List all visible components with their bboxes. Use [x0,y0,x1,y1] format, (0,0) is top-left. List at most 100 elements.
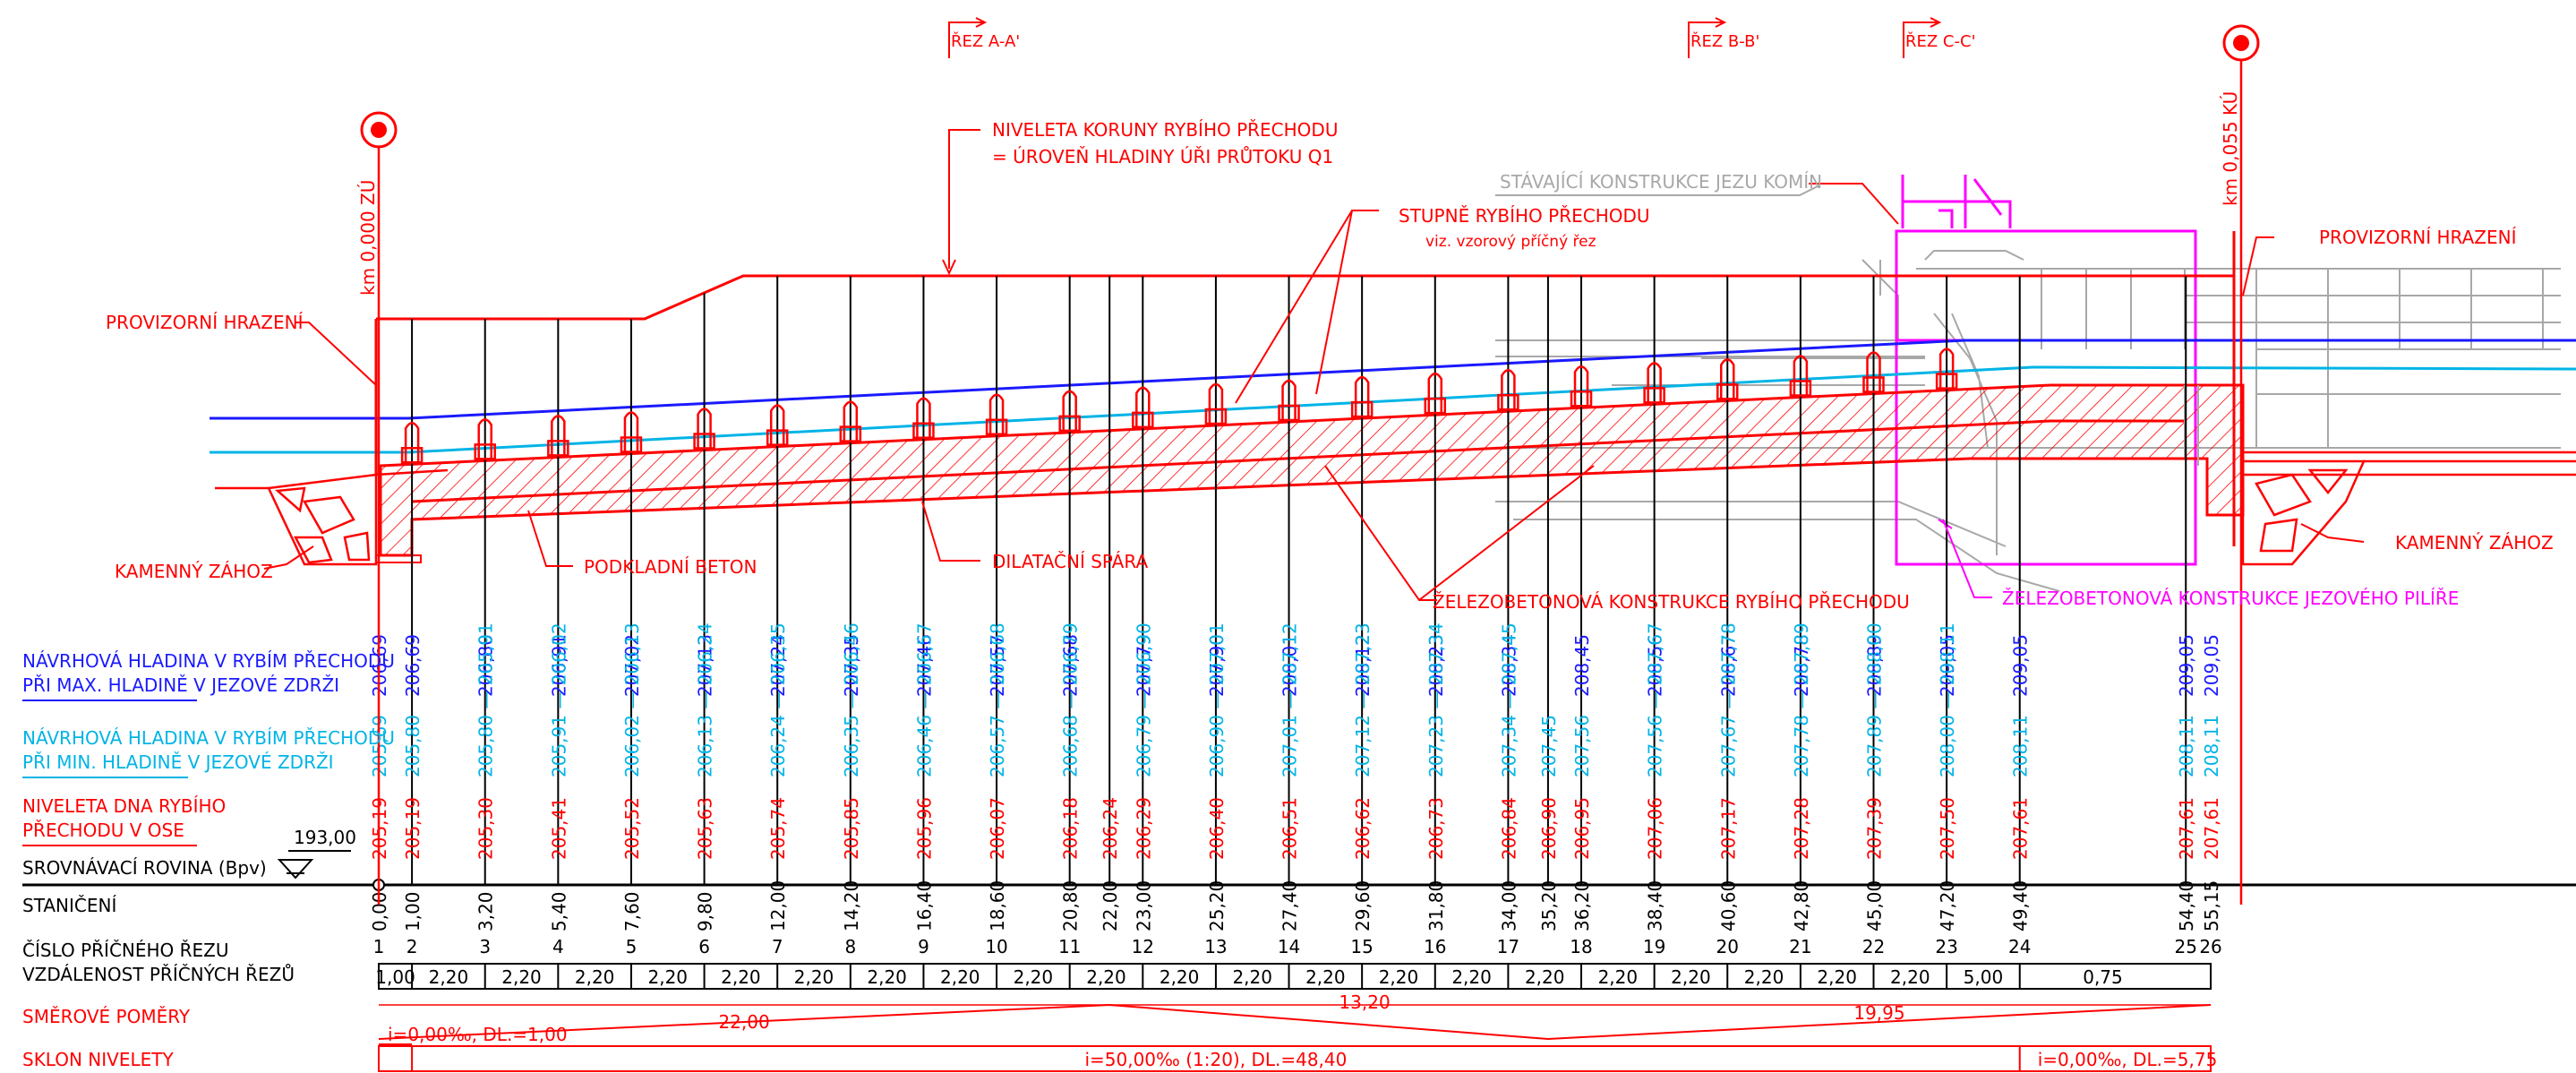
section-distance-value: 2,20 [575,966,615,988]
section-distance-value: 2,20 [1232,966,1272,988]
section-distance-value: 2,20 [1525,966,1565,988]
section-b-label: ŘEZ B-B' [1690,31,1759,51]
stationing-value: 38,40 [1645,880,1666,931]
stationing-value: 55,15 [2201,880,2222,931]
fishpass-step [1350,375,1374,418]
bottom-level-value: 207,39 [1864,797,1886,860]
fishpass-step [985,393,1008,436]
row-labels: NÁVRHOVÁ HLADINA V RYBÍM PŘECHODU PŘI MA… [22,650,395,1070]
grade-value: i=0,00‰, DL.=5,75 [2038,1049,2218,1070]
grade-row [378,1045,2212,1072]
bottom-level-value: 207,61 [2010,797,2032,860]
bottom-level-value: 206,51 [1279,797,1301,860]
min-level-value: 206,02 — 206,13 [621,622,643,777]
max-level-value: 208,89 [1864,634,1886,697]
section-number: 13 [1204,936,1227,957]
fishpass-step [1789,355,1812,397]
fishpass-step [1278,379,1300,422]
section-distance-label: VZDÁLENOST PŘÍČNÝCH ŘEZŮ [22,964,295,985]
min-level-value: 208,11 [2176,715,2197,777]
section-distance-value: 2,20 [1817,966,1857,988]
max-level-value: 209,05 [2201,634,2222,697]
min-level-label-line2: PŘI MIN. HLADINĚ V JEZOVÉ ZDRŽI [22,751,334,773]
max-level-label-line2: PŘI MAX. HLADINĚ V JEZOVÉ ZDRŽI [22,674,339,696]
datum-label: SROVNÁVACÍ ROVINA (Bpv) [22,857,267,879]
max-level-label-line1: NÁVRHOVÁ HLADINA V RYBÍM PŘECHODU [22,650,395,672]
existing-weir-structure [1495,250,2561,592]
min-level-value: 206,35 — 206,46 [841,622,862,777]
fishpass-step [1497,369,1519,411]
min-level-value: 207,56 — 207,67 [1645,622,1666,777]
stationing-value: 35,20 [1538,880,1560,931]
value-columns: 206,69205,69205,190,001206,69205,80205,1… [369,622,2222,957]
stationing-value: 3,20 [475,891,497,931]
grade-value: i=0,00‰, DL.=1,00 [388,1024,568,1045]
cross-section-lines [411,276,2187,885]
min-level-value: 207,34 — 207,45 [1498,622,1519,777]
section-number: 19 [1643,936,1665,957]
datum-value: 193,00 [294,827,356,848]
stationing-value: 5,40 [548,891,569,931]
bottom-level-value: 207,50 [1937,797,1958,860]
min-level-value: 207,23 — 207,34 [1425,622,1447,777]
max-level-value: 206,80 [475,634,497,697]
max-level-value: 206,69 [402,634,424,697]
expansion-joint-label: DILATAČNÍ SPÁRA [992,551,1148,572]
section-number: 6 [698,936,710,957]
bottom-level-value: 205,30 [475,797,497,860]
stationing-value: 12,00 [767,880,789,931]
max-level-value: 209,05 [2176,634,2197,697]
alignment-value: 22,00 [718,1011,769,1033]
alignment-value: 13,20 [1339,991,1390,1013]
bottom-level-value: 207,06 [1645,797,1666,860]
bottom-level-label-line2: PŘECHODU V OSE [22,820,184,841]
min-level-value: 207,45 [1538,715,1560,777]
fishpass-step [1862,351,1885,393]
min-level-value: 205,80 [402,715,424,777]
bottom-level-value: 205,63 [695,797,716,860]
section-number: 15 [1350,936,1373,957]
section-number: 21 [1789,936,1811,957]
fishpass-step [1424,372,1447,415]
min-level-value: 207,89 — 208,00 [1864,622,1886,777]
min-level-value: 205,80 — 205,91 [475,622,497,777]
section-number: 23 [1935,936,1957,957]
max-level-value: 207,57 [987,634,1008,697]
max-level-value: 208,23 [1425,634,1447,697]
min-level-value: 206,24 — 206,35 [767,622,789,777]
bottom-level-value: 205,19 [402,797,424,860]
max-level-value: 207,46 [913,634,935,697]
km-marker-start: km 0,000 ZÚ [357,111,398,905]
max-level-value: 207,79 [1133,634,1154,697]
min-level-value: 206,79 — 206,90 [1133,622,1154,777]
section-distance-value: 2,20 [1086,966,1126,988]
max-level-value: 208,34 [1498,634,1519,697]
bottom-level-value: 206,90 [1538,797,1560,860]
max-level-value: 207,68 [1060,634,1082,697]
annotation-leaders [263,129,2365,601]
min-level-value: 205,91 — 206,02 [548,622,569,777]
section-markers [948,17,1942,58]
km-start-label: km 0,000 ZÚ [357,180,379,296]
stationing-value: 31,80 [1425,880,1447,931]
section-number: 22 [1862,936,1885,957]
fishpass-step [400,422,424,464]
max-level-value: 209,05 [1937,634,1958,697]
stationing-value: 27,40 [1279,880,1301,931]
max-level-value: 208,01 [1279,634,1301,697]
niveleta-note-line1: NIVELETA KORUNY RYBÍHO PŘECHODU [992,119,1338,141]
distance-row [378,963,2212,990]
section-number: 9 [918,936,929,957]
section-number: 24 [2008,936,2031,957]
fishpass-step [1132,386,1154,429]
bottom-level-value: 205,85 [841,797,862,860]
grade-value: i=50,00‰ (1:20), DL.=48,40 [1084,1049,1347,1070]
stationing-value: 34,00 [1498,880,1519,931]
bottom-level-value: 205,74 [767,797,789,860]
bottom-level-value: 206,18 [1060,797,1082,860]
stone-riprap-right-label: KAMENNÝ ZÁHOZ [2395,532,2554,554]
grade-label: SKLON NIVELETY [22,1049,174,1070]
section-number: 14 [1278,936,1300,957]
section-distance-value: 2,20 [721,966,761,988]
